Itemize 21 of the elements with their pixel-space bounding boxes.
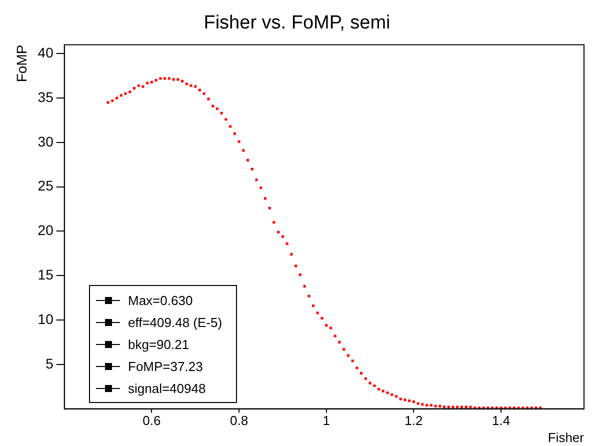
y-tick-label: 40 bbox=[38, 44, 54, 61]
annotation: eff=409.48 (E-5) bbox=[128, 314, 222, 330]
annotation: bkg=90.21 bbox=[128, 336, 190, 352]
y-tick-label: 30 bbox=[38, 133, 54, 150]
y-tick-label: 20 bbox=[38, 222, 54, 238]
y-tick-label: 15 bbox=[38, 266, 54, 282]
annotation: FoMP=37.23 bbox=[128, 358, 203, 374]
y-axis-title: FoMP bbox=[13, 44, 30, 82]
x-tick-label: 1.4 bbox=[492, 413, 510, 428]
chart-title: Fisher vs. FoMP, semi bbox=[204, 12, 390, 34]
y-tick-label: 25 bbox=[38, 178, 54, 194]
y-tick-label: 5 bbox=[46, 355, 54, 372]
x-axis-title: Fisher bbox=[548, 430, 585, 445]
y-tick-label: 35 bbox=[38, 88, 54, 105]
annotation: signal=40948 bbox=[128, 380, 206, 396]
annotation: Max=0.630 bbox=[128, 292, 193, 308]
x-tick-label: 0.6 bbox=[142, 413, 161, 428]
x-tick-label: 1.2 bbox=[404, 413, 423, 428]
x-tick-label: 1 bbox=[322, 413, 330, 428]
y-tick-label: 10 bbox=[38, 310, 54, 327]
x-tick-label: 0.8 bbox=[230, 413, 248, 428]
